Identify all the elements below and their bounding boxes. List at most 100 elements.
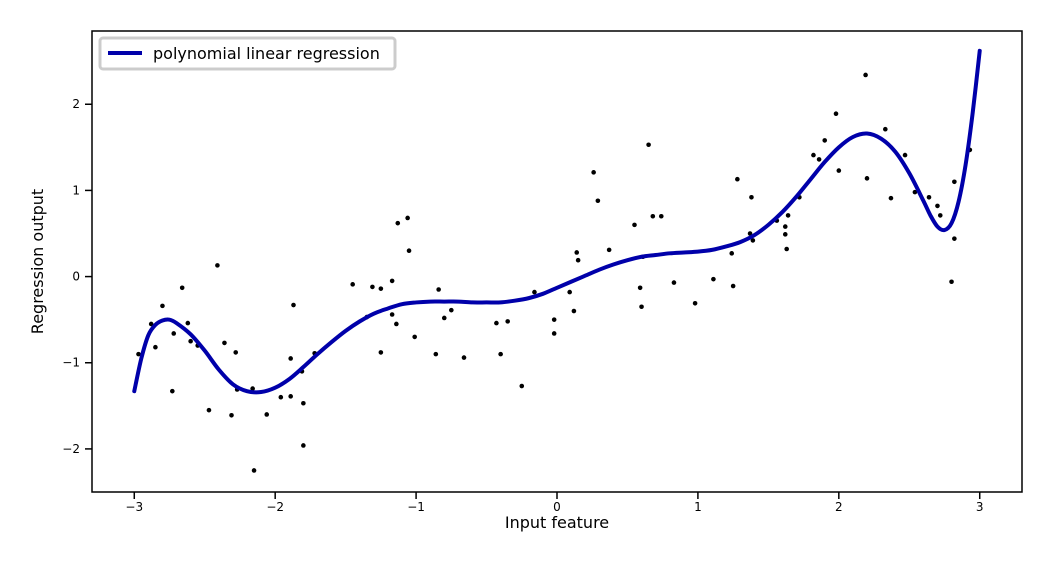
series-line-polynomial-linear-regression [132, 48, 982, 395]
scatter-point [301, 400, 306, 406]
scatter-point [188, 338, 193, 344]
scatter-point [785, 213, 791, 218]
scatter-point [153, 344, 158, 350]
scatter-point [711, 276, 716, 282]
scatter-point [551, 331, 557, 336]
legend: polynomial linear regression [98, 36, 397, 71]
scatter-point [412, 334, 417, 340]
scatter-point [888, 195, 894, 201]
scatter-point [864, 176, 870, 181]
scatter-point [389, 312, 395, 317]
scatter-point [671, 280, 677, 285]
scatter-point [278, 394, 284, 400]
scatter-point [595, 198, 601, 204]
scatter-point [215, 263, 220, 268]
scatter-point [222, 340, 227, 346]
scatter-point [449, 307, 454, 313]
scatter-point [136, 351, 141, 357]
x-tick-label: 0 [553, 500, 561, 514]
scatter-point [863, 72, 868, 78]
scatter-point [350, 282, 355, 287]
scatter-point [639, 304, 644, 310]
scatter-point [441, 315, 447, 321]
scatter-point [749, 195, 754, 200]
scatter-point [730, 283, 736, 289]
scatter-point [937, 213, 943, 218]
x-tick-label: −3 [125, 500, 143, 514]
scatter-point [433, 351, 439, 357]
scatter-point [519, 383, 525, 389]
scatter-point [229, 413, 234, 418]
scatter-point [632, 222, 637, 228]
scatter-point [658, 213, 664, 219]
scatter-point [833, 111, 839, 117]
scatter-point [185, 320, 191, 326]
scatter-point [532, 289, 537, 295]
scatter-point [729, 251, 735, 256]
scatter-point [782, 232, 788, 237]
scatter-point [206, 407, 212, 413]
y-tick-label: 0 [72, 270, 80, 284]
scatter-point [264, 412, 270, 417]
scatter-point [288, 394, 293, 399]
scatter-point [406, 248, 412, 254]
scatter-point [822, 138, 828, 143]
scatter-point [179, 285, 185, 291]
y-axis-label: Regression output [28, 189, 47, 334]
scatter-point [301, 443, 306, 448]
scatter-point [816, 157, 822, 162]
scatter-point [575, 257, 581, 263]
scatter-point [902, 152, 908, 158]
scatter-point [378, 350, 384, 355]
scatter-point [591, 170, 596, 175]
y-tick-label: −1 [62, 356, 80, 370]
scatter-point [935, 203, 940, 209]
x-tick-label: −2 [266, 500, 284, 514]
scatter-point [291, 302, 296, 308]
scatter-point [606, 247, 612, 253]
scatter-point [567, 289, 572, 295]
scatter-point [389, 278, 395, 284]
scatter-point [912, 189, 918, 195]
scatter-point [498, 351, 503, 357]
scatter-point [883, 126, 888, 132]
scatter-point [395, 220, 401, 226]
scatter-point [405, 215, 410, 221]
scatter-point [250, 386, 255, 391]
scatter-point [952, 236, 957, 241]
scatter-point [692, 300, 698, 306]
x-tick-label: −1 [407, 500, 425, 514]
scatter-point [646, 142, 651, 148]
scatter-point [394, 321, 399, 327]
scatter-point [811, 152, 816, 158]
scatter-point [926, 195, 932, 200]
scatter-point [148, 321, 154, 327]
y-tick-label: 1 [72, 183, 80, 197]
scatter-point [551, 317, 557, 322]
scatter-point [288, 356, 293, 361]
scatter-point [571, 308, 577, 314]
y-tick-label: −2 [62, 442, 80, 456]
scatter-point [461, 355, 467, 360]
scatter-point [750, 238, 756, 243]
scatter-point [836, 168, 842, 173]
legend-label: polynomial linear regression [153, 44, 380, 63]
x-tick-label: 1 [694, 500, 702, 514]
x-tick-label: 3 [976, 500, 984, 514]
x-axis: −3 −2 −1 0 1 2 3 [125, 492, 984, 514]
scatter-point [650, 213, 656, 219]
scatter-point [952, 179, 957, 185]
scatter-point [494, 320, 499, 326]
scatter-point [735, 176, 740, 182]
plot-frame [91, 30, 1023, 493]
scatter-point [251, 468, 257, 473]
y-axis: −2 −1 0 1 2 [62, 97, 92, 456]
y-tick-label: 2 [72, 97, 80, 111]
legend-box [98, 36, 397, 71]
scatter-point [747, 231, 753, 236]
x-tick-label: 2 [835, 500, 843, 514]
scatter-point [378, 286, 384, 291]
scatter-point [784, 246, 789, 252]
scatter-point [160, 303, 165, 309]
